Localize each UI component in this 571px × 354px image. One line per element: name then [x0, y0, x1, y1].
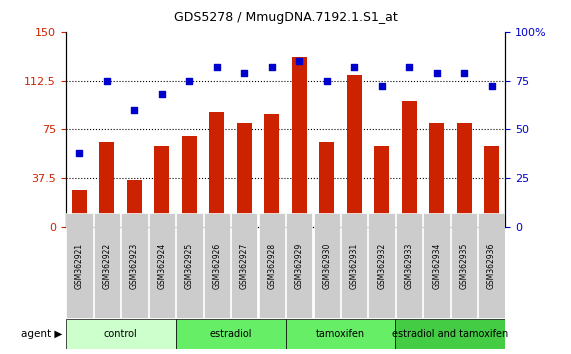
Point [157, 91, 166, 97]
FancyBboxPatch shape [396, 213, 423, 318]
Bar [319, 142, 334, 227]
Point [75, 150, 84, 155]
Bar [237, 123, 252, 227]
Text: GSM362922: GSM362922 [102, 242, 111, 289]
FancyBboxPatch shape [231, 213, 258, 318]
Text: GSM362931: GSM362931 [349, 242, 359, 289]
Bar [292, 57, 307, 227]
Point [240, 70, 249, 75]
Bar [401, 101, 417, 227]
Bar [484, 146, 499, 227]
Point [295, 58, 304, 64]
FancyBboxPatch shape [341, 213, 367, 318]
Text: GSM362924: GSM362924 [158, 242, 166, 289]
Point [405, 64, 414, 70]
FancyBboxPatch shape [424, 213, 450, 318]
FancyBboxPatch shape [176, 319, 286, 349]
FancyBboxPatch shape [313, 213, 340, 318]
Text: GSM362928: GSM362928 [267, 242, 276, 289]
Point [487, 84, 496, 89]
FancyBboxPatch shape [66, 213, 93, 318]
FancyBboxPatch shape [451, 213, 477, 318]
Bar [99, 142, 114, 227]
FancyBboxPatch shape [368, 213, 395, 318]
Text: GSM362932: GSM362932 [377, 242, 386, 289]
FancyBboxPatch shape [66, 319, 176, 349]
Point [212, 64, 222, 70]
FancyBboxPatch shape [121, 213, 147, 318]
Point [377, 84, 386, 89]
Bar [154, 146, 170, 227]
Bar [127, 180, 142, 227]
Point [349, 64, 359, 70]
Legend: count, percentile rank within the sample: count, percentile rank within the sample [71, 351, 271, 354]
FancyBboxPatch shape [478, 213, 505, 318]
Point [102, 78, 111, 83]
FancyBboxPatch shape [395, 319, 505, 349]
Point [432, 70, 441, 75]
Bar [429, 123, 444, 227]
Point [322, 78, 331, 83]
FancyBboxPatch shape [204, 213, 230, 318]
Text: GSM362923: GSM362923 [130, 242, 139, 289]
Bar [374, 146, 389, 227]
FancyBboxPatch shape [259, 213, 285, 318]
FancyBboxPatch shape [286, 213, 312, 318]
Text: GSM362933: GSM362933 [405, 242, 413, 289]
Text: GSM362921: GSM362921 [75, 242, 84, 289]
Text: GSM362935: GSM362935 [460, 242, 469, 289]
Point [185, 78, 194, 83]
Text: GSM362925: GSM362925 [185, 242, 194, 289]
Bar [72, 190, 87, 227]
Text: GDS5278 / MmugDNA.7192.1.S1_at: GDS5278 / MmugDNA.7192.1.S1_at [174, 11, 397, 24]
FancyBboxPatch shape [176, 213, 203, 318]
Bar [182, 136, 197, 227]
Text: control: control [104, 329, 138, 339]
FancyBboxPatch shape [286, 319, 395, 349]
Text: estradiol and tamoxifen: estradiol and tamoxifen [392, 329, 509, 339]
Text: estradiol: estradiol [210, 329, 252, 339]
Text: GSM362926: GSM362926 [212, 242, 222, 289]
FancyBboxPatch shape [94, 213, 120, 318]
Text: GSM362930: GSM362930 [322, 242, 331, 289]
Point [267, 64, 276, 70]
Text: GSM362936: GSM362936 [487, 242, 496, 289]
Point [130, 107, 139, 113]
Bar [457, 123, 472, 227]
Text: GSM362927: GSM362927 [240, 242, 249, 289]
Text: GSM362929: GSM362929 [295, 242, 304, 289]
Bar [264, 114, 279, 227]
Text: GSM362934: GSM362934 [432, 242, 441, 289]
Text: tamoxifen: tamoxifen [316, 329, 365, 339]
FancyBboxPatch shape [148, 213, 175, 318]
Point [460, 70, 469, 75]
Bar [347, 75, 362, 227]
Text: agent ▶: agent ▶ [22, 329, 63, 339]
Bar [209, 112, 224, 227]
